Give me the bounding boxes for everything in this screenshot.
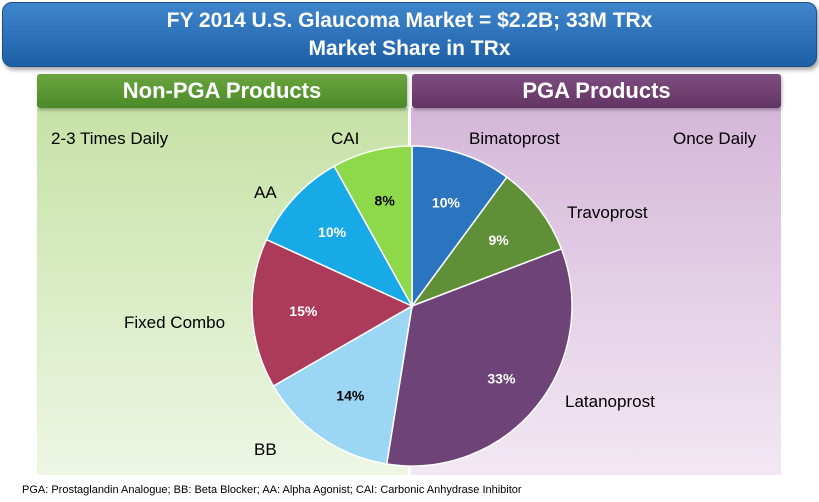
non-pga-header: Non-PGA Products: [37, 74, 407, 108]
pie-slice-cai: [333, 145, 413, 309]
pie-value-aa: 10%: [318, 224, 347, 240]
pie-value-fixed-combo: 15%: [289, 303, 318, 319]
pie-slice-fixed-combo: [251, 238, 414, 388]
pie-value-travoprost: 9%: [488, 232, 509, 248]
pga-frequency-label: Once Daily: [673, 129, 757, 148]
pie-value-bimatoprost: 10%: [432, 195, 461, 211]
footnote: PGA: Prostaglandin Analogue; BB: Beta Bl…: [22, 484, 522, 496]
slice-label-bimatoprost: Bimatoprost: [469, 129, 560, 148]
slice-label-latanoprost: Latanoprost: [565, 392, 655, 411]
non-pga-frequency-label: 2-3 Times Daily: [51, 129, 169, 148]
slice-label-fixed-combo: Fixed Combo: [124, 313, 226, 332]
pie-value-bb: 14%: [336, 388, 365, 404]
chart-subtitle: Market Share in TRx: [308, 37, 511, 60]
pie-slice-travoprost: [409, 176, 563, 308]
pie-slice-latanoprost: [385, 247, 573, 467]
slice-label-bb: BB: [254, 440, 277, 459]
slice-label-aa: AA: [254, 183, 277, 202]
pga-header: PGA Products: [412, 74, 781, 108]
slice-label-cai: CAI: [331, 129, 360, 148]
pie-value-cai: 8%: [375, 193, 396, 209]
pie-slice-aa: [265, 165, 414, 308]
slice-label-travoprost: Travoprost: [567, 203, 648, 222]
chart-title: FY 2014 U.S. Glaucoma Market = $2.2B; 33…: [166, 9, 653, 32]
pie-slice-bb: [272, 304, 413, 465]
title-banner: FY 2014 U.S. Glaucoma Market = $2.2B; 33…: [2, 2, 817, 67]
pie-slice-bimatoprost: [411, 145, 508, 309]
pie-value-latanoprost: 33%: [487, 371, 516, 387]
